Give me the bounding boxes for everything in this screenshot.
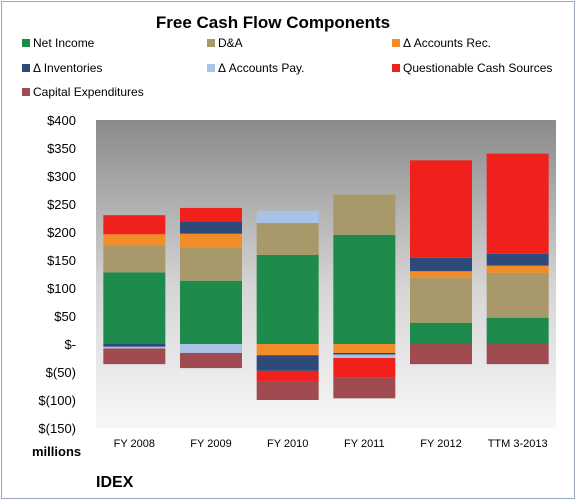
bar-segment-net-income bbox=[103, 272, 166, 344]
bar-segment-accounts-pay bbox=[256, 210, 319, 224]
bar-segment-net-income bbox=[333, 234, 396, 344]
bar-segment-capital-expenditures bbox=[410, 344, 472, 365]
y-tick-label: $(100) bbox=[38, 393, 76, 408]
y-tick-label: $350 bbox=[47, 141, 76, 156]
legend-label-d-a: D&A bbox=[218, 36, 243, 50]
legend-label-inventories: Δ Inventories bbox=[33, 61, 102, 75]
legend-label-questionable-cash-sources: Questionable Cash Sources bbox=[403, 61, 552, 75]
bar-segment-inventories bbox=[333, 352, 396, 355]
y-tick-label: $300 bbox=[47, 169, 76, 184]
y-axis: $400 $350 $300 $250 $200 $150 $100 $50 $- $(50) $(… bbox=[38, 113, 76, 436]
bar-segment-net-income bbox=[180, 280, 242, 344]
x-tick-label: FY 2008 bbox=[114, 438, 155, 450]
legend-label-net-income: Net Income bbox=[33, 36, 95, 50]
bar-segment-accounts-pay bbox=[180, 344, 242, 353]
bar-segment-d-a bbox=[410, 277, 472, 323]
y-tick-label: $150 bbox=[47, 253, 76, 268]
bar-segment-accounts-rec bbox=[486, 265, 549, 273]
bar-segment-d-a bbox=[103, 245, 166, 273]
bar-segment-questionable-cash-sources bbox=[256, 370, 319, 381]
bar-segment-capital-expenditures bbox=[180, 352, 242, 369]
y-tick-label: $50 bbox=[54, 309, 76, 324]
legend-swatch-accounts-pay bbox=[207, 64, 215, 72]
bar-segment-accounts-rec bbox=[103, 234, 166, 246]
bar-segment-questionable-cash-sources bbox=[410, 160, 472, 258]
bar-segment-net-income bbox=[486, 317, 549, 344]
x-tick-label: FY 2012 bbox=[420, 438, 461, 450]
y-tick-label: $100 bbox=[47, 281, 76, 296]
bar-segment-accounts-rec bbox=[180, 233, 242, 248]
legend-swatch-inventories bbox=[22, 64, 30, 72]
bar-segment-d-a bbox=[180, 247, 242, 281]
x-axis: FY 2008 FY 2009 FY 2010 FY 2011 FY 2012 TTM 3… bbox=[114, 438, 548, 450]
x-tick-label: FY 2011 bbox=[344, 438, 385, 450]
bar-segment-net-income bbox=[410, 322, 472, 344]
bar-segment-capital-expenditures bbox=[256, 380, 319, 400]
y-tick-label: $- bbox=[64, 337, 76, 352]
chart-title: Free Cash Flow Components bbox=[156, 13, 390, 32]
bar-segment-questionable-cash-sources bbox=[180, 207, 242, 222]
bar-segment-d-a bbox=[486, 272, 549, 318]
plot-area bbox=[96, 120, 556, 428]
y-tick-label: $(150) bbox=[38, 421, 76, 436]
bar-segment-accounts-rec bbox=[333, 344, 396, 353]
bar-segment-capital-expenditures bbox=[486, 344, 549, 365]
bars bbox=[103, 153, 549, 400]
y-tick-label: $250 bbox=[47, 197, 76, 212]
unit-label: millions bbox=[32, 444, 81, 459]
bar-segment-accounts-pay bbox=[103, 346, 166, 349]
x-tick-label: TTM 3-2013 bbox=[488, 438, 548, 450]
bar-segment-capital-expenditures bbox=[333, 377, 396, 399]
bar-segment-inventories bbox=[256, 355, 319, 371]
legend-swatch-questionable-cash-sources bbox=[392, 64, 400, 72]
legend: Net Income D&A Δ Accounts Rec. Δ Inventorie… bbox=[22, 36, 552, 99]
bar-segment-inventories bbox=[410, 257, 472, 272]
legend-label-capital-expenditures: Capital Expenditures bbox=[33, 85, 144, 99]
bar-segment-accounts-rec bbox=[410, 271, 472, 278]
x-tick-label: FY 2009 bbox=[190, 438, 231, 450]
y-tick-label: $(50) bbox=[46, 365, 76, 380]
legend-swatch-d-a bbox=[207, 39, 215, 47]
legend-label-accounts-rec: Δ Accounts Rec. bbox=[403, 36, 491, 50]
bar-segment-inventories bbox=[180, 221, 242, 234]
bar-segment-net-income bbox=[256, 254, 319, 344]
bar-segment-d-a bbox=[333, 194, 396, 235]
bar-segment-d-a bbox=[256, 223, 319, 255]
company-label: IDEX bbox=[96, 474, 134, 491]
bar-segment-questionable-cash-sources bbox=[333, 358, 396, 378]
y-tick-label: $200 bbox=[47, 225, 76, 240]
bar-segment-accounts-rec bbox=[256, 344, 319, 356]
bar-segment-inventories bbox=[103, 344, 166, 347]
legend-swatch-net-income bbox=[22, 39, 30, 47]
bar-segment-questionable-cash-sources bbox=[103, 215, 166, 235]
legend-label-accounts-pay: Δ Accounts Pay. bbox=[218, 61, 305, 75]
legend-swatch-accounts-rec bbox=[392, 39, 400, 47]
bar-segment-inventories bbox=[486, 253, 549, 266]
bar-segment-capital-expenditures bbox=[103, 348, 166, 365]
y-tick-label: $400 bbox=[47, 113, 76, 128]
bar-segment-questionable-cash-sources bbox=[486, 153, 549, 254]
x-tick-label: FY 2010 bbox=[267, 438, 308, 450]
legend-swatch-capital-expenditures bbox=[22, 88, 30, 96]
bar-segment-accounts-pay bbox=[333, 354, 396, 358]
